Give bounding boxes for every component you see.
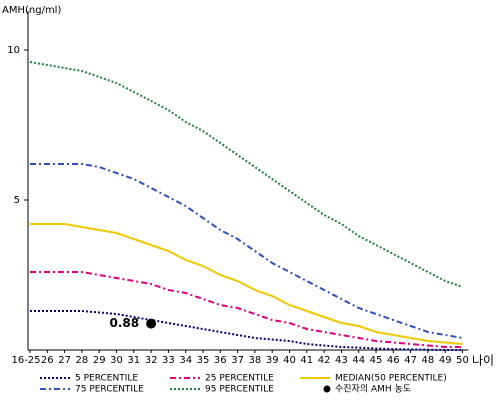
x-tick-label: 47	[404, 355, 417, 366]
patient-point	[146, 318, 157, 329]
series-line	[30, 271, 463, 348]
x-tick-label: 39	[266, 355, 279, 366]
x-tick-label: 50	[456, 355, 469, 366]
x-tick-label: 30	[110, 355, 123, 366]
legend-label: 25 PERCENTILE	[205, 374, 274, 384]
x-tick-label: 29	[93, 355, 106, 366]
data-label: 0.88	[109, 316, 139, 330]
y-axis-label: AMH(ng/ml)	[2, 5, 61, 16]
x-tick-label: 40	[283, 355, 296, 366]
legend-label: 95 PERCENTILE	[205, 385, 274, 395]
series-line	[30, 223, 463, 345]
legend-label: MEDIAN(50 PERCENTILE)	[335, 374, 447, 384]
series-line	[29, 61, 463, 288]
x-tick-label: 37	[231, 355, 244, 366]
legend-marker	[323, 385, 331, 393]
x-axis-label: 나이	[472, 354, 494, 368]
x-tick-label: 28	[76, 355, 89, 366]
x-tick-label: 45	[370, 355, 383, 366]
x-tick-label: 46	[387, 355, 400, 366]
x-tick-label: 26	[41, 355, 54, 366]
x-tick-label: 31	[127, 355, 140, 366]
x-tick-label: 27	[58, 355, 71, 366]
x-tick-label: 33	[162, 355, 175, 366]
x-tick-label: 42	[318, 355, 331, 366]
x-tick-label: 36	[214, 355, 227, 366]
legend-label: 수진자의 AMH 농도	[335, 384, 411, 395]
legend-label: 5 PERCENTILE	[75, 374, 138, 384]
x-tick-label: 48	[422, 355, 435, 366]
y-tick-label: 10	[7, 45, 20, 56]
legend-label: 75 PERCENTILE	[75, 385, 144, 395]
x-tick-label: 44	[352, 355, 365, 366]
x-tick-label: 32	[145, 355, 158, 366]
x-tick-label: 49	[439, 355, 452, 366]
x-tick-label: 41	[300, 355, 313, 366]
x-tick-label: 43	[335, 355, 348, 366]
x-tick-label: 38	[249, 355, 262, 366]
y-tick-label: 5	[14, 195, 20, 206]
x-tick-label: 34	[179, 355, 192, 366]
x-tick-label: 35	[197, 355, 210, 366]
series-line	[30, 310, 463, 351]
series-line	[30, 163, 463, 339]
x-tick-label: 16-25	[11, 355, 40, 366]
